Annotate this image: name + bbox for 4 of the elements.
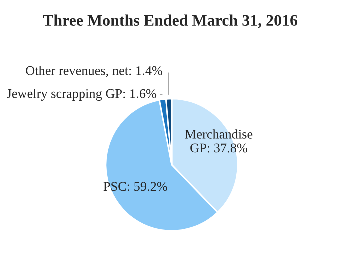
slice-label: Jewelry scrapping GP: 1.6% [7,89,157,101]
slice-label: Other revenues, net: 1.4% [26,66,163,78]
slice-label: Merchandise GP: 37.8% [185,130,253,153]
chart-title: Three Months Ended March 31, 2016 [43,14,298,28]
